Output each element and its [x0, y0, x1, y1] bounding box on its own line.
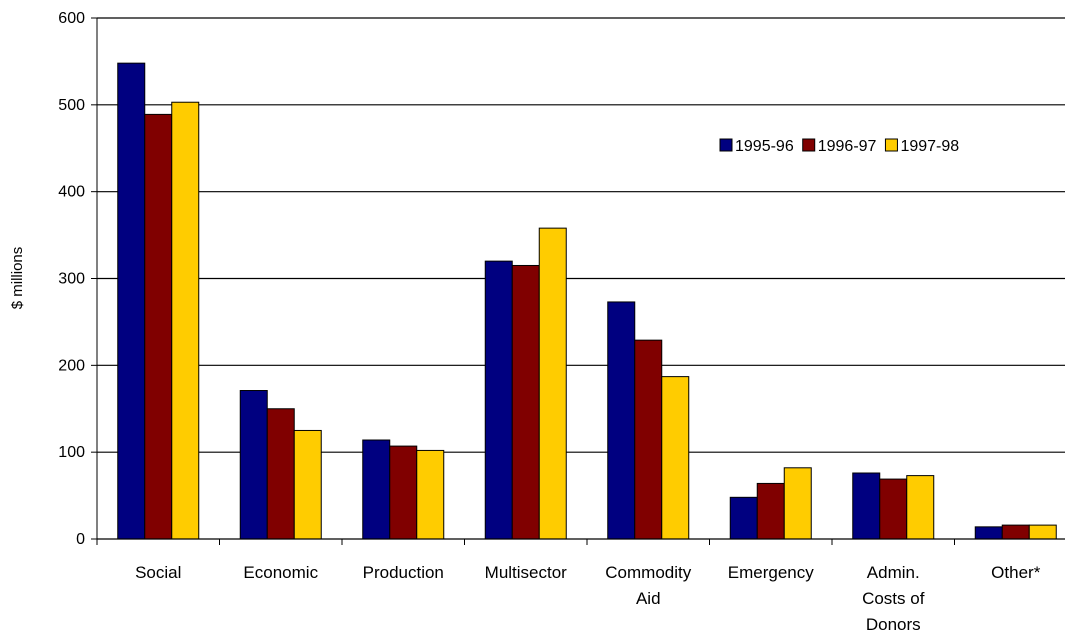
x-category-label: Admin. Costs of Donors	[862, 563, 925, 634]
bar-1997-98	[1028, 524, 1057, 540]
bar-1997-98	[661, 376, 690, 540]
bar-1997-98	[416, 449, 445, 540]
x-axis-labels: Social Economic Production Multisector Commo…	[135, 563, 1041, 634]
y-tick-label: 400	[58, 184, 85, 201]
bars	[117, 62, 1057, 540]
legend-swatch	[802, 138, 816, 152]
x-category-label: Emergency	[728, 563, 814, 582]
x-category-label: Multisector	[485, 563, 568, 582]
y-tick-label: 0	[76, 531, 85, 548]
bar-1995-96	[729, 496, 758, 540]
bar-1997-98	[293, 429, 322, 540]
bar-1995-96	[607, 301, 636, 540]
bar-1997-98	[538, 227, 567, 540]
bar-1996-97	[1001, 524, 1030, 540]
legend-swatch	[719, 138, 733, 152]
x-category-label: Economic	[243, 563, 318, 582]
bar-1995-96	[852, 472, 881, 540]
legend-label: 1997-98	[900, 138, 959, 155]
bar-1995-96	[362, 439, 391, 540]
bar-1995-96	[484, 260, 513, 540]
legend-label: 1995-96	[735, 138, 794, 155]
bar-1996-97	[389, 445, 418, 540]
y-axis-title: $ millions	[9, 247, 26, 310]
y-axis-ticks: 0 100 200 300 400 500 600	[58, 10, 97, 548]
y-tick-label: 500	[58, 97, 85, 114]
y-tick-label: 300	[58, 271, 85, 288]
bar-1996-97	[879, 478, 908, 540]
bar-1997-98	[171, 101, 200, 540]
legend: 1995-96 1996-97 1997-98	[719, 138, 959, 155]
bar-1997-98	[783, 467, 812, 540]
gridlines	[97, 17, 1065, 453]
y-tick-label: 200	[58, 357, 85, 374]
axes	[96, 18, 1065, 545]
bar-1996-97	[144, 113, 173, 540]
legend-swatch	[884, 138, 898, 152]
bar-1996-97	[634, 339, 663, 540]
bar-1995-96	[974, 526, 1003, 540]
y-tick-label: 600	[58, 10, 85, 27]
bar-1996-97	[756, 482, 785, 540]
bar-1996-97	[266, 408, 295, 540]
y-tick-label: 100	[58, 444, 85, 461]
legend-label: 1996-97	[818, 138, 877, 155]
bar-1995-96	[117, 62, 146, 540]
bar-1996-97	[511, 264, 540, 540]
x-category-label: Production	[363, 563, 444, 582]
x-category-label: Social	[135, 563, 181, 582]
x-category-label: Commodity Aid	[605, 563, 691, 608]
bar-1995-96	[239, 390, 268, 540]
x-category-label: Other*	[991, 563, 1041, 582]
bar-1997-98	[906, 475, 935, 540]
